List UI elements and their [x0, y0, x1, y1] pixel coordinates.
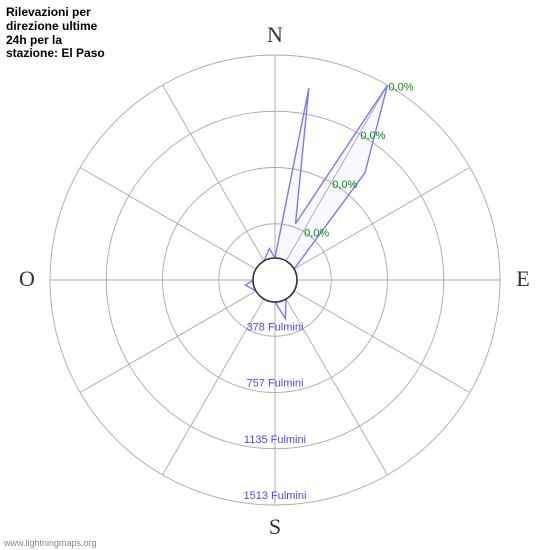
cardinal-E: E [516, 266, 529, 291]
cardinal-N: N [267, 22, 283, 47]
ring-label: 1135 Fulmini [244, 434, 306, 446]
ring-label: 757 Fulmini [247, 378, 304, 390]
grid-spoke [80, 291, 256, 393]
pct-label: 0,0% [304, 227, 329, 239]
ring-label: 1513 Fulmini [244, 490, 307, 502]
pct-label: 0,0% [360, 130, 385, 142]
chart-container: Rilevazioni per direzione ultime 24h per… [0, 0, 550, 550]
cardinal-S: S [269, 514, 281, 539]
polar-chart: N E S O 378 Fulmini 757 Fulmini 1135 Fulmini 15… [0, 0, 550, 550]
grid-spoke [163, 85, 265, 261]
pct-label: 0,0% [389, 81, 414, 93]
pct-label: 0,0% [332, 179, 357, 191]
cardinal-O: O [19, 266, 35, 291]
center-circle [253, 258, 297, 302]
grid-spoke [80, 168, 256, 270]
footer-attribution: www.lightningmaps.org [4, 538, 97, 548]
ring-label: 378 Fulmini [247, 321, 304, 333]
grid-spoke [294, 291, 470, 393]
